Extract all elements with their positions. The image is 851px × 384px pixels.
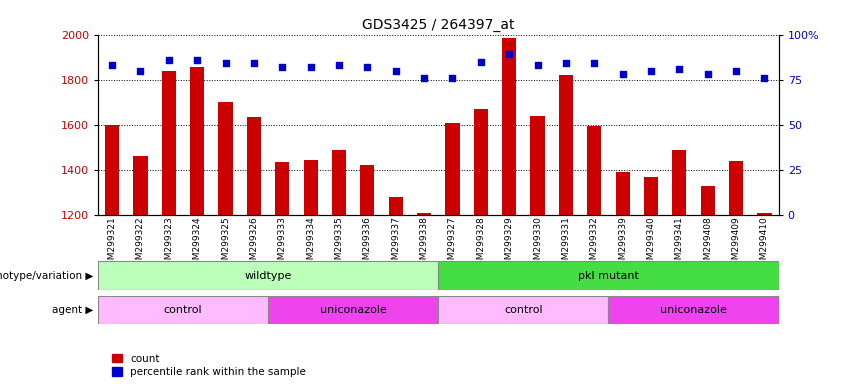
Bar (162, 71, 176, 215)
Point (361, 64, 374, 70)
Point (701, 71, 715, 77)
Text: pkl mutant: pkl mutant (578, 270, 639, 281)
Point (587, 60, 601, 66)
Text: wildtype: wildtype (244, 270, 292, 281)
Bar (275, 162, 289, 215)
Text: control: control (163, 305, 203, 315)
Title: GDS3425 / 264397_at: GDS3425 / 264397_at (362, 18, 515, 32)
Point (417, 75, 431, 81)
Bar (587, 126, 602, 215)
Bar (672, 150, 687, 215)
Bar (729, 161, 743, 215)
Point (247, 60, 260, 66)
Point (162, 57, 175, 63)
Bar (417, 213, 431, 215)
Bar (502, 38, 517, 215)
Bar (700, 186, 715, 215)
Point (757, 75, 771, 81)
Point (616, 71, 630, 77)
Bar (268, 296, 438, 324)
Point (191, 57, 204, 63)
Point (474, 59, 488, 65)
Point (644, 68, 658, 74)
Bar (98, 296, 268, 324)
Text: agent ▶: agent ▶ (52, 305, 94, 315)
Point (389, 68, 403, 74)
Point (531, 62, 545, 68)
Bar (105, 125, 119, 215)
Point (106, 62, 119, 68)
Point (559, 60, 573, 66)
Point (729, 68, 743, 74)
Bar (304, 160, 317, 215)
Point (276, 64, 289, 70)
Bar (644, 177, 658, 215)
Point (134, 68, 147, 74)
Bar (190, 67, 204, 215)
Text: uniconazole: uniconazole (320, 305, 386, 315)
Bar (757, 213, 772, 215)
Bar (559, 75, 573, 215)
Bar (530, 116, 545, 215)
Legend: count, percentile rank within the sample: count, percentile rank within the sample (111, 354, 306, 377)
Point (219, 60, 232, 66)
Bar (360, 166, 374, 215)
Bar (445, 122, 460, 215)
Bar (247, 117, 261, 215)
Point (446, 75, 460, 81)
Bar (438, 261, 779, 290)
Text: genotype/variation ▶: genotype/variation ▶ (0, 270, 94, 281)
Point (332, 62, 346, 68)
Bar (608, 296, 779, 324)
Bar (332, 150, 346, 215)
Point (304, 64, 317, 70)
Bar (98, 261, 438, 290)
Text: control: control (504, 305, 543, 315)
Bar (134, 156, 147, 215)
Text: uniconazole: uniconazole (660, 305, 727, 315)
Bar (474, 109, 488, 215)
Bar (438, 296, 608, 324)
Point (672, 66, 686, 72)
Bar (615, 172, 630, 215)
Point (502, 51, 516, 58)
Bar (389, 197, 403, 215)
Bar (219, 102, 232, 215)
